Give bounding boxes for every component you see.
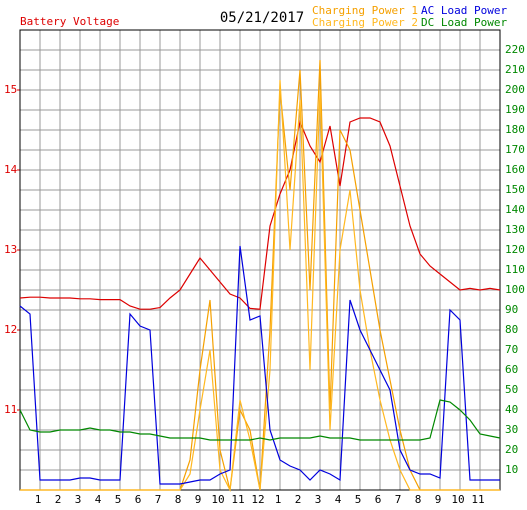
x-tick-label: 11	[231, 493, 244, 506]
y2-tick-label: 180	[505, 123, 525, 136]
y2-tick-label: 140	[505, 203, 525, 216]
y2-tick-label: 160	[505, 163, 525, 176]
y2-tick-label: 100	[505, 283, 525, 296]
y2-tick-label: 130	[505, 223, 525, 236]
legend-entry: Charging Power 1	[312, 4, 418, 17]
x-tick-label: 9	[195, 493, 202, 506]
x-tick-label: 8	[175, 493, 182, 506]
y2-tick-label: 150	[505, 183, 525, 196]
y2-tick-label: 120	[505, 243, 525, 256]
y2-tick-label: 40	[505, 403, 518, 416]
x-tick-label: 6	[135, 493, 142, 506]
series-line	[19, 399, 501, 441]
x-tick-label: 7	[395, 493, 402, 506]
y2-tick-label: 80	[505, 323, 518, 336]
y2-tick-label: 220	[505, 43, 525, 56]
x-tick-label: 4	[95, 493, 102, 506]
series-line	[19, 245, 500, 485]
x-tick-label: 4	[335, 493, 342, 506]
x-tick-label: 10	[211, 493, 224, 506]
y-tick-label: 11	[4, 403, 17, 416]
left-axis-label: Battery Voltage	[20, 15, 119, 28]
y2-tick-label: 70	[505, 343, 518, 356]
y2-tick-label: 10	[505, 463, 518, 476]
legend-entry: Charging Power 2	[312, 16, 418, 29]
x-tick-label: 5	[355, 493, 362, 506]
y-tick-label: 13	[4, 243, 17, 256]
x-tick-label: 2	[295, 493, 302, 506]
y2-tick-label: 200	[505, 83, 525, 96]
legend-entry: AC Load Power	[421, 4, 507, 17]
x-tick-label: 3	[75, 493, 82, 506]
x-tick-label: 1	[275, 493, 282, 506]
y2-tick-label: 190	[505, 103, 525, 116]
y2-tick-label: 30	[505, 423, 518, 436]
x-tick-label: 8	[415, 493, 422, 506]
x-tick-label: 3	[315, 493, 322, 506]
y2-tick-label: 20	[505, 443, 518, 456]
x-tick-label: 6	[375, 493, 382, 506]
x-tick-label: 5	[115, 493, 122, 506]
x-tick-label: 9	[435, 493, 442, 506]
series-line	[19, 117, 501, 310]
y2-tick-label: 170	[505, 143, 525, 156]
series-line	[20, 79, 500, 493]
x-tick-label: 2	[55, 493, 62, 506]
y2-tick-label: 90	[505, 303, 518, 316]
y-tick-label: 14	[4, 163, 18, 176]
y2-tick-label: 110	[505, 263, 525, 276]
legend-entry: DC Load Power	[421, 16, 507, 29]
x-tick-label: 11	[471, 493, 484, 506]
x-tick-label: 7	[155, 493, 162, 506]
y-tick-label: 15	[4, 83, 17, 96]
x-tick-label: 1	[35, 493, 42, 506]
y2-tick-label: 60	[505, 363, 518, 376]
x-tick-label: 10	[451, 493, 464, 506]
chart-title: 05/21/2017	[220, 10, 304, 26]
y2-tick-label: 210	[505, 63, 525, 76]
y-tick-label: 12	[4, 323, 17, 336]
x-tick-label: 12	[251, 493, 264, 506]
y2-tick-label: 50	[505, 383, 518, 396]
